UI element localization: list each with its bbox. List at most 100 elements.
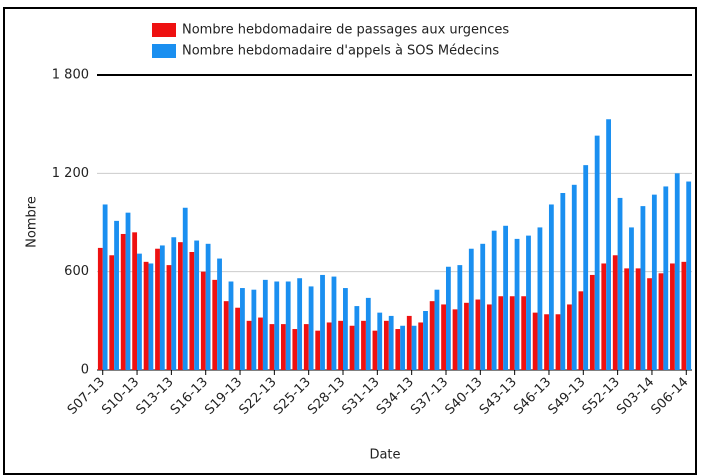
- y-tick-label: 1 800: [52, 68, 89, 83]
- bar: [235, 307, 241, 370]
- bar: [365, 297, 371, 370]
- bar: [240, 288, 245, 370]
- bar: [171, 237, 177, 370]
- bar: [594, 135, 600, 370]
- bar: [120, 233, 126, 370]
- bar: [532, 312, 538, 370]
- bar: [548, 204, 554, 370]
- bar: [200, 271, 206, 370]
- bar: [429, 301, 435, 370]
- bar: [601, 263, 607, 370]
- y-tick-label: 0: [81, 363, 89, 378]
- bar: [251, 289, 257, 370]
- bar: [681, 261, 687, 370]
- bar: [560, 193, 566, 370]
- bar: [521, 296, 527, 370]
- bar: [343, 288, 348, 370]
- bar: [475, 299, 481, 370]
- bar: [377, 312, 383, 370]
- bar: [132, 232, 138, 370]
- bar: [464, 302, 469, 370]
- bar: [308, 286, 314, 370]
- bar: [205, 243, 211, 370]
- bar: [292, 329, 298, 370]
- bar: [498, 296, 504, 370]
- bar: [143, 261, 149, 370]
- bar: [589, 274, 595, 370]
- bar: [148, 263, 154, 370]
- x-axis-label: Date: [369, 448, 400, 463]
- bar: [137, 253, 142, 370]
- bar: [663, 186, 669, 370]
- bar: [670, 263, 675, 370]
- bar: [212, 279, 218, 370]
- bar: [445, 266, 451, 370]
- bar: [315, 330, 321, 370]
- y-tick-label: 600: [64, 264, 89, 279]
- bar: [228, 281, 234, 370]
- bar: [612, 255, 618, 370]
- bar: [406, 315, 412, 370]
- bar: [571, 184, 577, 370]
- bar: [686, 181, 692, 370]
- bar: [400, 325, 406, 370]
- bar: [423, 311, 428, 370]
- bar: [388, 315, 394, 370]
- bar: [102, 204, 108, 370]
- bar: [647, 278, 652, 370]
- bar: [555, 314, 561, 370]
- bar: [544, 314, 549, 370]
- bar: [651, 194, 657, 370]
- bar: [395, 329, 401, 370]
- legend-label: Nombre hebdomadaire de passages aux urge…: [182, 23, 509, 38]
- bar: [269, 324, 275, 370]
- bar: [624, 268, 630, 370]
- bar: [640, 206, 646, 370]
- bar: [457, 265, 463, 370]
- bar: [155, 248, 160, 370]
- legend-label: Nombre hebdomadaire d'appels à SOS Médec…: [182, 44, 499, 59]
- bar: [114, 220, 119, 370]
- frame: [3, 7, 697, 475]
- y-tick-label: 1 200: [52, 166, 89, 181]
- legend-swatch: [152, 23, 176, 37]
- bar: [441, 304, 446, 370]
- bar: [674, 173, 680, 370]
- bar: [331, 276, 337, 370]
- bar: [537, 227, 543, 370]
- bar: [338, 320, 344, 370]
- bar: [629, 227, 634, 370]
- bar: [526, 235, 531, 370]
- legend-swatch: [152, 44, 176, 58]
- bar: [166, 265, 172, 370]
- bar: [606, 119, 611, 370]
- bar: [125, 212, 131, 370]
- bar: [303, 324, 309, 370]
- y-axis-label: Nombre: [25, 196, 40, 248]
- bar: [354, 306, 360, 370]
- bar: [658, 273, 664, 370]
- bar: [503, 225, 509, 370]
- bar: [361, 320, 366, 370]
- bar: [262, 279, 268, 370]
- bar: [411, 325, 417, 370]
- bar: [349, 325, 355, 370]
- bar: [509, 296, 515, 370]
- bar: [468, 248, 474, 370]
- bar: [217, 258, 222, 370]
- bar: [159, 245, 165, 370]
- bar: [182, 207, 188, 370]
- bar: [274, 281, 280, 370]
- bar: [258, 317, 263, 370]
- bar: [583, 165, 589, 370]
- bar: [452, 309, 458, 370]
- bar: [434, 289, 440, 370]
- bar: [326, 322, 332, 370]
- bar: [246, 320, 252, 370]
- bar: [320, 274, 325, 370]
- bar: [223, 301, 229, 370]
- bar: [567, 304, 572, 370]
- bar: [383, 320, 389, 370]
